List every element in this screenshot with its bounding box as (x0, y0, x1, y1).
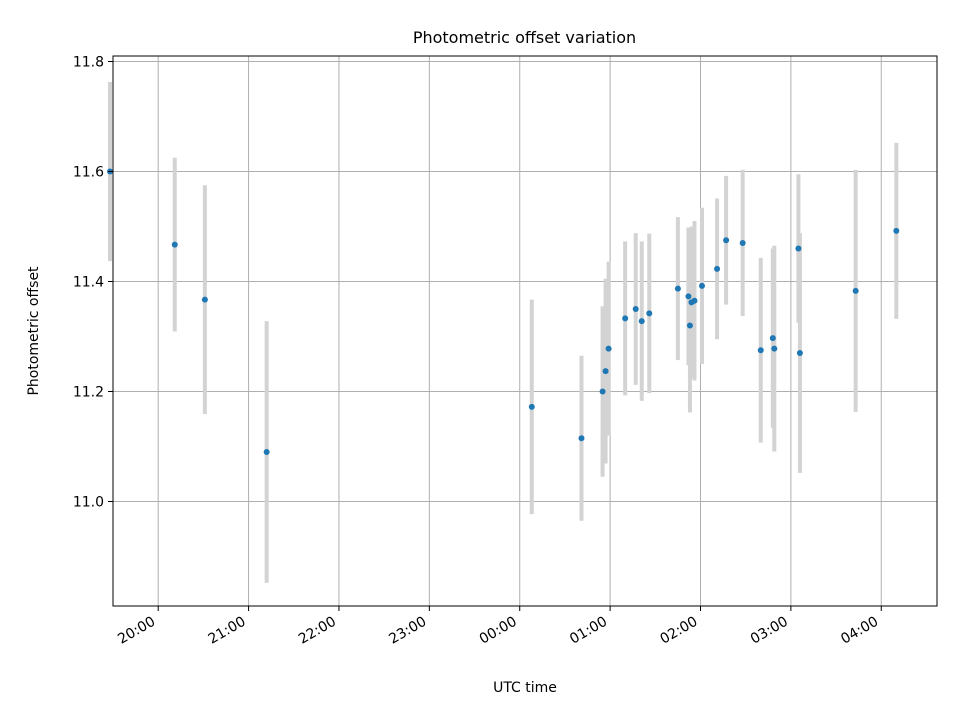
data-point (699, 282, 706, 289)
data-point (605, 345, 612, 352)
y-tick-label: 11.0 (73, 495, 104, 511)
data-point (578, 435, 585, 442)
data-point (796, 350, 803, 356)
data-point (757, 347, 764, 354)
data-point (622, 315, 629, 322)
data-point (528, 403, 535, 410)
plot-frame (112, 55, 938, 607)
y-axis-label: Photometric offset (26, 266, 42, 396)
y-tick-label: 11.8 (73, 55, 104, 71)
chart-title: Photometric offset variation (413, 28, 636, 47)
data-point (263, 449, 270, 455)
data-point (739, 240, 746, 246)
data-point (632, 306, 639, 312)
y-axis: 11.0 11.2 11.4 11.6 11.8 (73, 55, 113, 511)
data-point (769, 335, 776, 342)
data-point (646, 310, 653, 317)
data-point (691, 297, 698, 304)
data-point (852, 287, 859, 294)
y-tick-label: 11.4 (73, 275, 104, 291)
data-point (638, 318, 645, 325)
data-point (714, 265, 721, 272)
data-point (674, 285, 681, 292)
data-point (686, 322, 693, 329)
data-point (893, 227, 900, 234)
data-point (171, 241, 178, 248)
data-point (723, 237, 730, 244)
y-tick-label: 11.2 (73, 385, 104, 401)
data-point (602, 368, 609, 375)
data-point (599, 388, 606, 395)
y-tick-label: 11.6 (73, 165, 104, 181)
data-point (685, 293, 692, 300)
point-layer (106, 168, 900, 455)
data-point (201, 296, 208, 303)
x-axis-label: UTC time (493, 680, 557, 696)
data-point (795, 245, 802, 252)
data-point (771, 345, 778, 352)
